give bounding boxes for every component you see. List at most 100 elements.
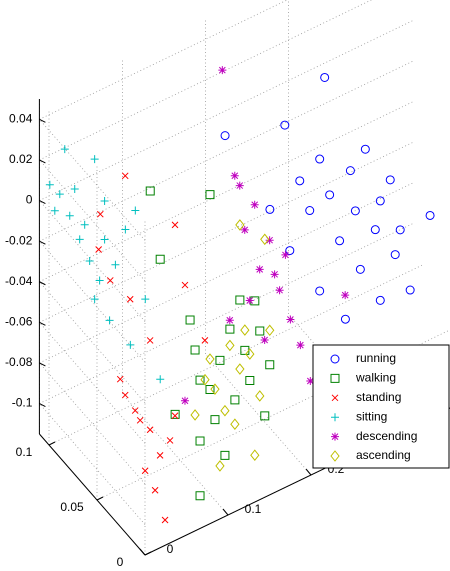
legend-marker: [331, 432, 339, 441]
point: [151, 486, 159, 494]
point: [111, 260, 120, 269]
point: [235, 295, 245, 305]
point: [250, 449, 260, 462]
point: [70, 185, 79, 193]
legend-label: descending: [356, 429, 417, 443]
point: [190, 345, 200, 355]
grid-line: [39, 362, 146, 485]
tick-mark: [48, 441, 56, 446]
point: [345, 166, 355, 176]
point: [156, 452, 164, 459]
grid-line: [39, 240, 146, 363]
point: [100, 235, 109, 244]
point: [265, 204, 275, 214]
point: [155, 254, 165, 264]
point: [245, 375, 255, 385]
point: [195, 491, 205, 501]
grid-line: [288, 313, 395, 436]
point: [200, 373, 210, 386]
point: [265, 324, 275, 337]
point: [280, 120, 290, 130]
point: [375, 196, 385, 206]
x-tick-label: 0.1: [245, 502, 262, 516]
point: [260, 233, 270, 246]
point: [218, 66, 227, 75]
grid-line: [39, 20, 414, 201]
tick-mark: [39, 118, 46, 123]
point: [395, 225, 405, 235]
point: [305, 206, 315, 216]
point: [215, 460, 225, 472]
y-tick-label: 0.1: [16, 445, 33, 459]
legend-marker: [330, 450, 340, 462]
point: [195, 436, 205, 446]
point: [265, 236, 274, 245]
grid-line: [39, 0, 288, 120]
point: [146, 426, 154, 434]
tick-mark: [139, 548, 146, 556]
grid-line: [48, 264, 423, 446]
point: [265, 360, 275, 370]
point: [205, 190, 215, 200]
point: [240, 345, 250, 355]
point: [306, 376, 315, 385]
y-tick-label: 0: [117, 555, 124, 569]
grid-line: [122, 393, 229, 516]
point: [225, 316, 234, 325]
point: [260, 411, 270, 421]
point: [340, 314, 350, 324]
point: [50, 206, 59, 215]
point: [390, 250, 400, 260]
point: [65, 211, 74, 220]
y-axis: [39, 433, 146, 556]
point: [145, 186, 155, 196]
legend-marker: [331, 413, 339, 422]
grid-line: [205, 353, 312, 476]
point: [425, 210, 435, 220]
y-tick-label: 0.05: [60, 500, 84, 514]
point: [210, 415, 220, 425]
point: [286, 315, 295, 324]
point: [255, 265, 264, 274]
point: [220, 131, 230, 141]
point: [275, 286, 284, 295]
point: [166, 437, 174, 444]
legend-label: walking: [355, 371, 396, 385]
z-tick-label: -0.06: [5, 315, 33, 329]
z-tick-label: 0.04: [9, 112, 33, 126]
grid-line: [39, 281, 146, 404]
point: [296, 341, 305, 350]
point: [141, 467, 149, 475]
point: [220, 404, 230, 417]
z-tick-label: 0: [26, 193, 33, 207]
point: [181, 281, 189, 289]
legend-label: running: [356, 351, 396, 365]
point: [230, 395, 240, 405]
point: [255, 326, 265, 336]
point: [250, 200, 259, 209]
point: [90, 155, 99, 164]
point: [185, 315, 195, 325]
grid-line: [39, 159, 146, 282]
point: [95, 246, 103, 253]
legend-label: sitting: [356, 409, 387, 423]
point: [210, 383, 220, 395]
legend-label: standing: [356, 390, 401, 404]
point: [255, 390, 265, 402]
point: [141, 295, 150, 304]
point: [341, 291, 350, 300]
point: [156, 375, 165, 384]
point: [205, 353, 215, 365]
tick-mark: [222, 508, 229, 516]
point: [136, 416, 144, 424]
point: [225, 324, 235, 334]
grid-line: [39, 101, 414, 283]
legend-marker: [330, 373, 340, 383]
legend: running walking standing sitting descending a…: [312, 344, 450, 469]
grid-line: [39, 223, 414, 404]
tick-mark: [39, 403, 46, 407]
point: [315, 286, 325, 296]
tick-mark: [39, 281, 46, 286]
z-tick-label: -0.1: [12, 396, 33, 410]
